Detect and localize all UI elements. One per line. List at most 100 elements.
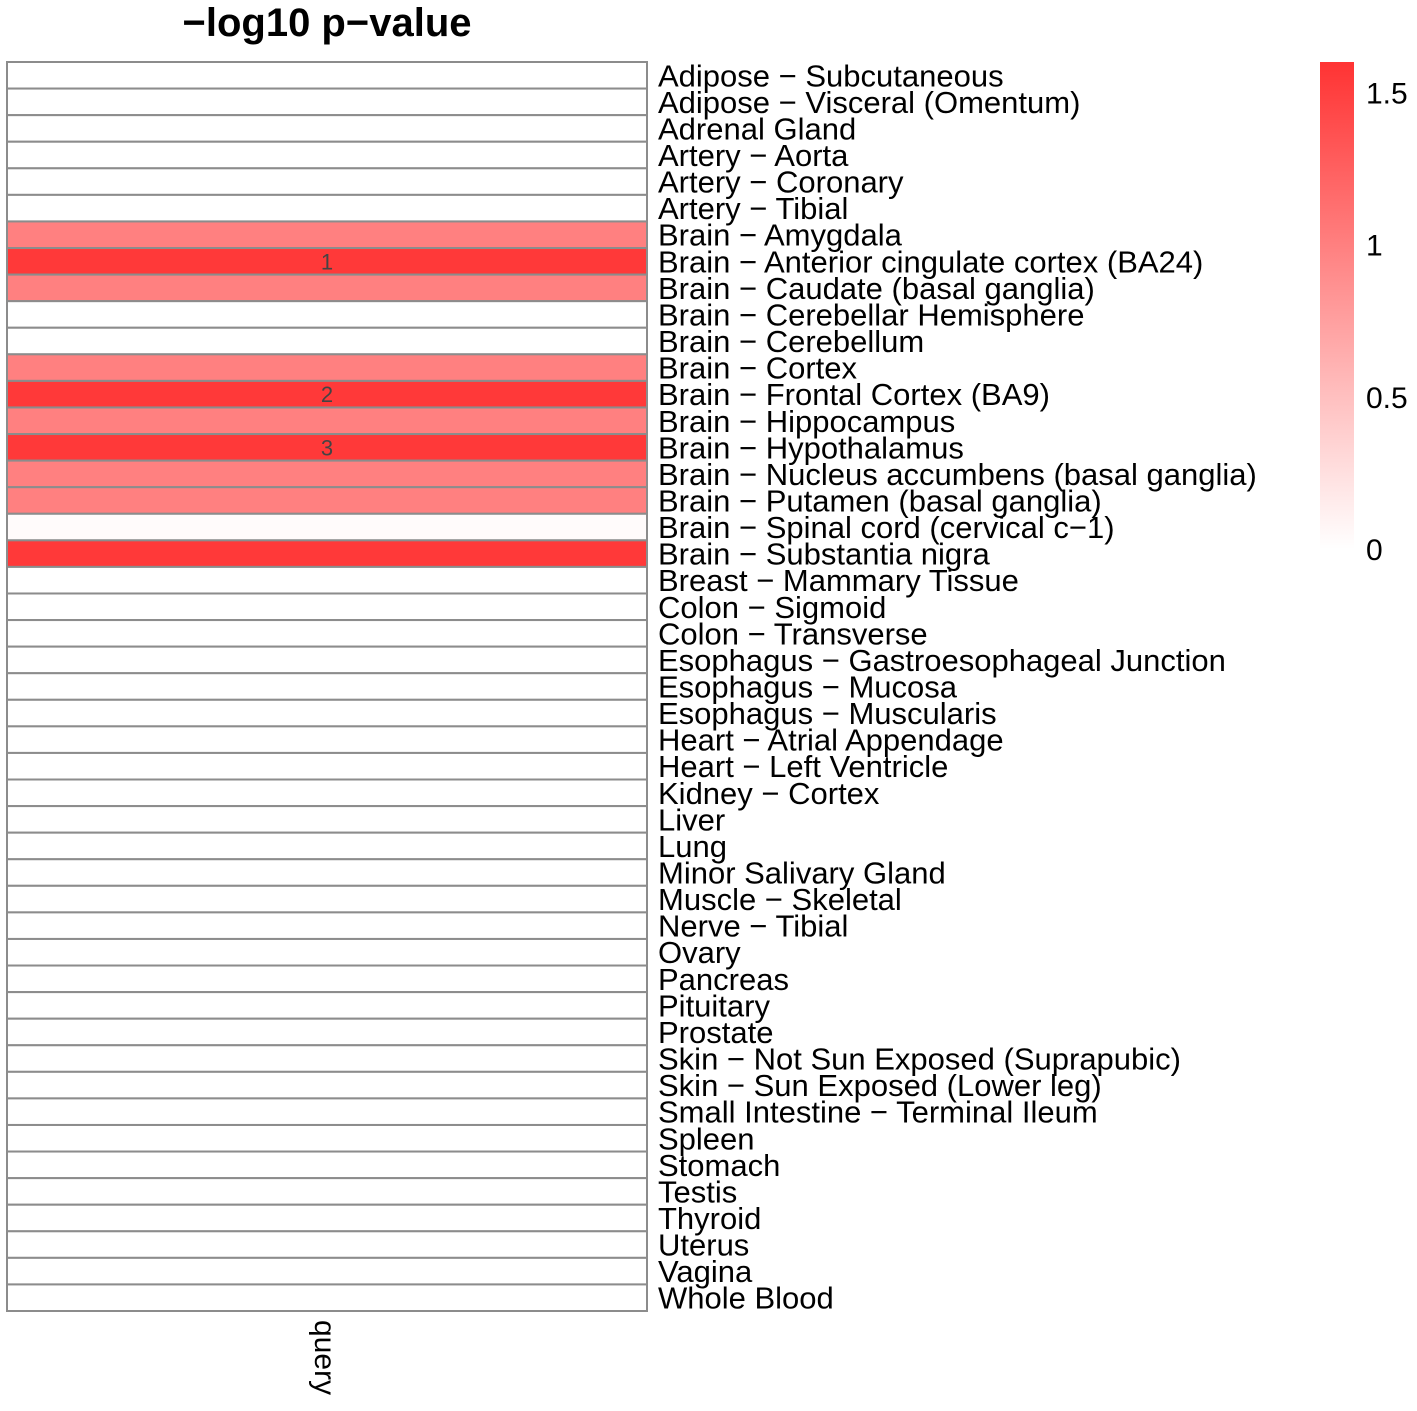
row-label: Brain − Nucleus accumbens (basal ganglia… bbox=[658, 457, 1257, 492]
row-label: Brain − Substantia nigra bbox=[658, 537, 990, 572]
heatmap-cell bbox=[6, 1070, 648, 1100]
row-label: Brain − Hypothalamus bbox=[658, 430, 964, 465]
heatmap-cell bbox=[6, 167, 648, 196]
row-label: Esophagus − Muscularis bbox=[658, 696, 997, 731]
heatmap-cell bbox=[6, 911, 648, 940]
heatmap-cell bbox=[6, 964, 648, 994]
row-label: Artery − Tibial bbox=[658, 191, 848, 226]
row-label: Brain − Cerebellar Hemisphere bbox=[658, 297, 1084, 332]
row-label: Whole Blood bbox=[658, 1281, 834, 1316]
heatmap-cell bbox=[6, 991, 648, 1020]
heatmap-cell bbox=[6, 273, 648, 303]
row-label: Kidney − Cortex bbox=[658, 776, 880, 811]
heatmap-cell bbox=[6, 698, 648, 728]
legend-tick-label: 1 bbox=[1366, 230, 1383, 263]
heatmap-cell bbox=[6, 1123, 648, 1153]
heatmap-cells: 1 2 3 bbox=[6, 61, 648, 1313]
row-label: Ovary bbox=[658, 935, 741, 970]
heatmap-cell bbox=[6, 1044, 648, 1073]
row-label: Pancreas bbox=[658, 962, 789, 997]
heatmap-cell bbox=[6, 459, 648, 489]
row-label: Heart − Left Ventricle bbox=[658, 749, 948, 784]
heatmap-cell bbox=[6, 937, 648, 967]
heatmap-cell bbox=[6, 565, 648, 595]
row-label: Thyroid bbox=[658, 1201, 761, 1236]
legend-tick-label: 0.5 bbox=[1366, 382, 1408, 415]
heatmap-cell bbox=[6, 1283, 648, 1313]
heatmap-cell bbox=[6, 486, 648, 515]
legend-tick-label: 1.5 bbox=[1366, 77, 1408, 110]
heatmap-cell bbox=[6, 858, 648, 887]
heatmap-cell bbox=[6, 300, 648, 329]
legend-ticks: 1.5 1 0.5 0 bbox=[1366, 77, 1408, 567]
row-label: Brain − Putamen (basal ganglia) bbox=[658, 483, 1102, 518]
row-label: Skin − Not Sun Exposed (Suprapubic) bbox=[658, 1042, 1181, 1077]
row-label: Brain − Hippocampus bbox=[658, 404, 955, 439]
heatmap-cell bbox=[6, 805, 648, 834]
heatmap-cell bbox=[6, 1230, 648, 1259]
heatmap-cell bbox=[6, 619, 648, 648]
heatmap-cell bbox=[6, 1017, 648, 1047]
heatmap-cell bbox=[6, 1097, 648, 1126]
row-label: Minor Salivary Gland bbox=[658, 856, 946, 891]
heatmap-cell bbox=[6, 1256, 648, 1286]
heatmap-cell bbox=[6, 539, 648, 568]
heatmap-cell bbox=[6, 193, 648, 223]
row-label: Breast − Mammary Tissue bbox=[658, 563, 1019, 598]
heatmap-cell bbox=[6, 592, 648, 622]
row-label: Spleen bbox=[658, 1121, 755, 1156]
row-label: Pituitary bbox=[658, 988, 770, 1023]
heatmap-cell bbox=[6, 353, 648, 382]
heatmap-cell bbox=[6, 406, 648, 436]
row-label: Small Intestine − Terminal Ileum bbox=[658, 1095, 1098, 1130]
row-label: Artery − Coronary bbox=[658, 165, 904, 200]
heatmap-cell bbox=[6, 114, 648, 143]
heatmap-cell bbox=[6, 672, 648, 701]
row-label: Adrenal Gland bbox=[658, 111, 856, 146]
heatmap-cell bbox=[6, 645, 648, 675]
row-label: Muscle − Skeletal bbox=[658, 882, 902, 917]
row-label: Vagina bbox=[658, 1254, 753, 1289]
heatmap-cell bbox=[6, 220, 648, 250]
row-label: Esophagus − Gastroesophageal Junction bbox=[658, 643, 1226, 678]
heatmap-cell bbox=[6, 1177, 648, 1206]
row-label: Adipose − Visceral (Omentum) bbox=[658, 85, 1080, 120]
row-label: Skin − Sun Exposed (Lower leg) bbox=[658, 1068, 1102, 1103]
row-label: Prostate bbox=[658, 1015, 773, 1050]
heatmap-cell bbox=[6, 751, 648, 781]
row-label: Brain − Anterior cingulate cortex (BA24) bbox=[658, 244, 1203, 279]
heatmap-cell bbox=[6, 87, 648, 117]
heatmap-cell bbox=[6, 140, 648, 170]
row-label: Uterus bbox=[658, 1228, 749, 1263]
heatmap-cell bbox=[6, 512, 648, 542]
row-label: Brain − Spinal cord (cervical c−1) bbox=[658, 510, 1115, 545]
row-label: Brain − Frontal Cortex (BA9) bbox=[658, 377, 1050, 412]
row-label: Testis bbox=[658, 1174, 737, 1209]
heatmap-cell bbox=[6, 778, 648, 808]
heatmap-cell bbox=[6, 61, 648, 90]
cell-rank-label: 1 bbox=[321, 249, 333, 274]
row-label: Heart − Atrial Appendage bbox=[658, 723, 1004, 758]
chart-title: −log10 p−value bbox=[182, 1, 471, 45]
heatmap-cell bbox=[6, 725, 648, 754]
row-label: Liver bbox=[658, 802, 725, 837]
heatmap-cell bbox=[6, 326, 648, 356]
row-label: Artery − Aorta bbox=[658, 138, 849, 173]
row-label: Brain − Caudate (basal ganglia) bbox=[658, 271, 1095, 306]
row-label: Lung bbox=[658, 829, 727, 864]
row-label: Nerve − Tibial bbox=[658, 909, 848, 944]
legend-tick-label: 0 bbox=[1366, 534, 1383, 567]
row-label: Colon − Sigmoid bbox=[658, 590, 886, 625]
row-label: Brain − Amygdala bbox=[658, 218, 903, 253]
cell-rank-label: 3 bbox=[321, 435, 333, 460]
color-legend: 1.5 1 0.5 0 bbox=[1320, 62, 1408, 567]
row-label: Stomach bbox=[658, 1148, 780, 1183]
legend-color-bar bbox=[1320, 62, 1354, 549]
row-label: Brain − Cerebellum bbox=[658, 324, 924, 359]
cell-rank-label: 2 bbox=[321, 382, 333, 407]
row-label: Adipose − Subcutaneous bbox=[658, 58, 1004, 93]
heatmap-cell bbox=[6, 1203, 648, 1233]
heatmap-cell bbox=[6, 831, 648, 861]
